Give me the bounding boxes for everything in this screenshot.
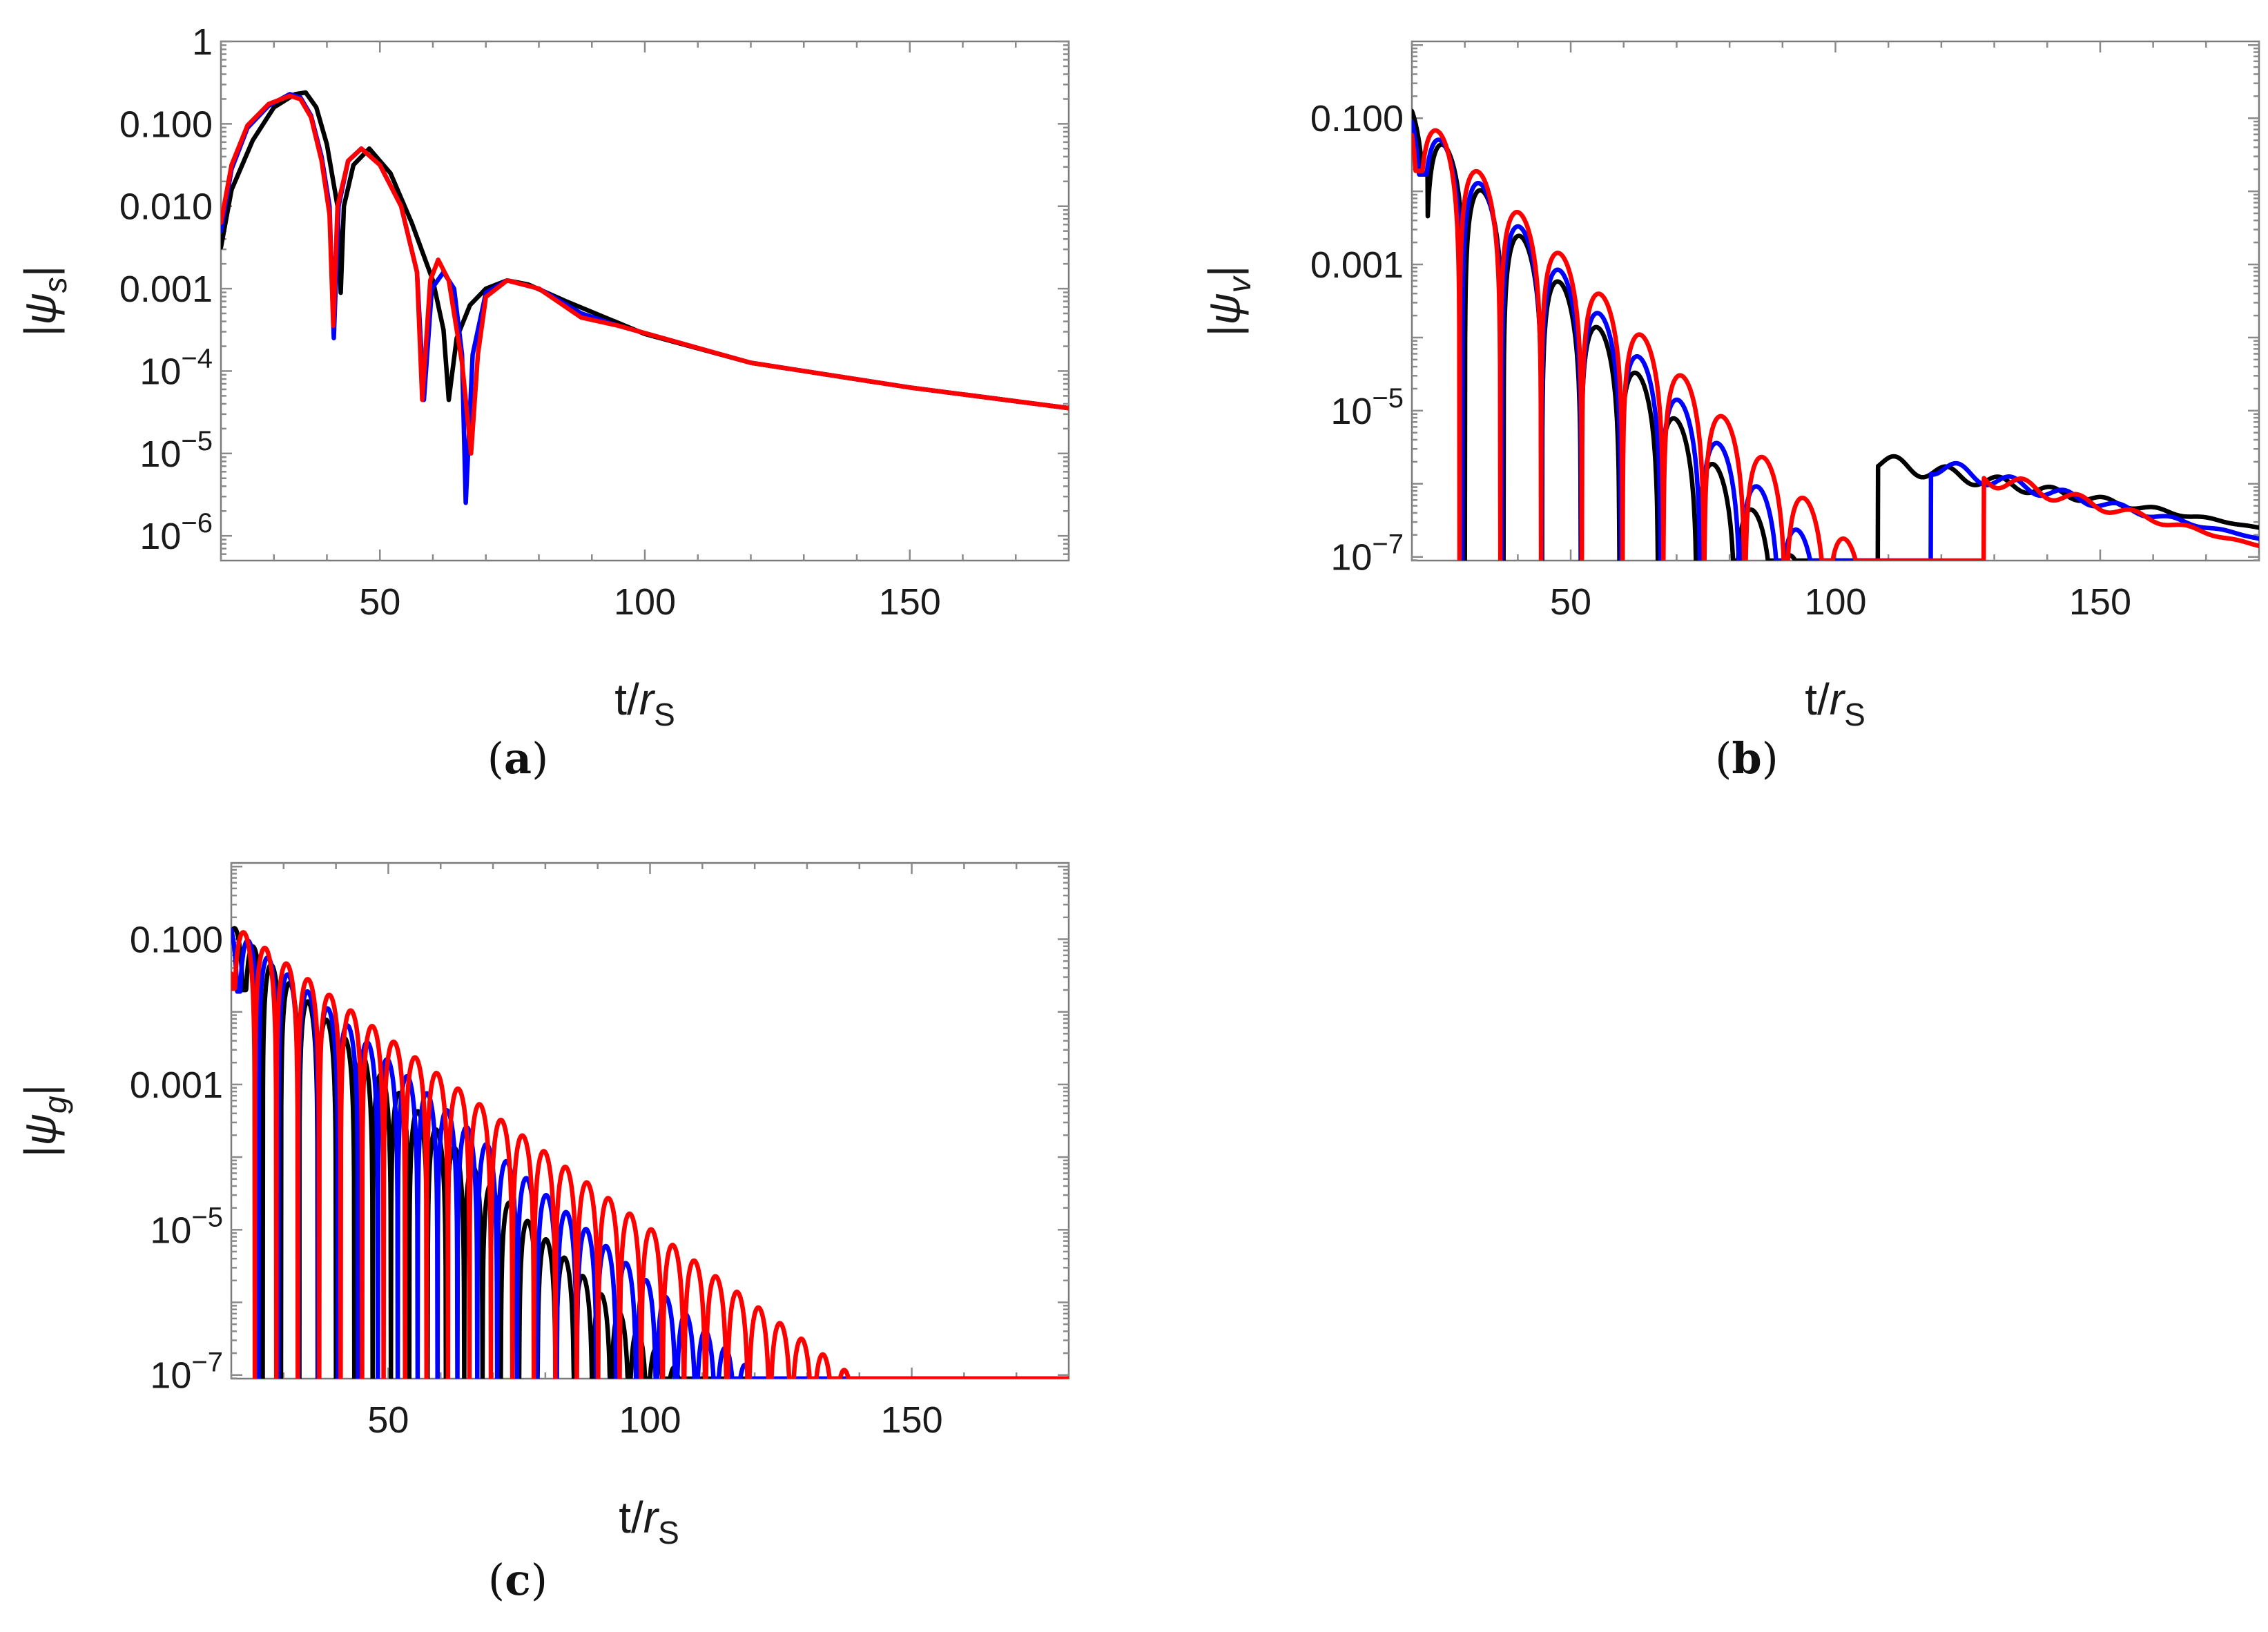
- series-line-red: [1412, 128, 2259, 561]
- y-tick-label: 0.001: [1310, 244, 1404, 286]
- x-tick-label: 100: [619, 1399, 681, 1441]
- x-axis-label: t/rS: [614, 674, 675, 732]
- y-tick-label: 0.010: [119, 186, 213, 228]
- x-tick-label: 100: [614, 581, 676, 623]
- series-line-blue: [231, 927, 1069, 1379]
- series-line-red: [221, 93, 1069, 456]
- x-tick-label: 150: [2069, 581, 2131, 623]
- x-tick-label: 50: [1550, 581, 1591, 623]
- panel-label: (a): [487, 733, 549, 784]
- series-line-blue: [1412, 119, 2259, 561]
- y-tick-label: 10−5: [1330, 383, 1404, 432]
- series-line-blue: [221, 92, 1069, 505]
- y-tick-label: 0.100: [130, 919, 223, 960]
- x-tick-label: 50: [359, 581, 400, 623]
- y-axis-label: |ψv|: [1199, 266, 1257, 337]
- series-line-red: [231, 930, 1069, 1379]
- y-tick-label: 1: [192, 21, 213, 63]
- y-tick-label: 0.100: [1310, 98, 1404, 139]
- series-line-black: [231, 926, 1069, 1379]
- y-tick-label: 10−6: [139, 508, 213, 557]
- y-tick-label: 10−7: [1330, 530, 1404, 579]
- y-tick-label: 10−5: [150, 1202, 223, 1251]
- x-axis-label: t/rS: [619, 1493, 679, 1551]
- panel-b: 50 100 150 0.100 0.001 10−5 10−7 t/rS |ψv| (b): [1199, 40, 2260, 784]
- panel-label: (c): [488, 1555, 547, 1605]
- y-tick-label: 10−7: [150, 1348, 223, 1397]
- y-tick-label: 0.001: [130, 1065, 223, 1106]
- x-axis-label: t/rS: [1805, 674, 1865, 732]
- panel-label: (b): [1715, 733, 1778, 784]
- x-tick-label: 150: [879, 581, 941, 623]
- series-line-black: [221, 90, 1069, 411]
- y-tick-label: 0.001: [119, 269, 213, 310]
- panel-a: 50 100 150 1 0.100 0.010 0.001 10−4 10−5 10−6 t/rS…: [15, 21, 1070, 784]
- plot-frame: [220, 40, 1070, 562]
- x-tick-label: 100: [1804, 581, 1866, 623]
- y-tick-label: 10−4: [139, 343, 213, 392]
- y-axis-label: |ψs|: [15, 266, 73, 337]
- y-tick-label: 10−5: [139, 426, 213, 475]
- panel-c: 50 100 150 0.100 0.001 10−5 10−7 t/rS |ψg| (c): [15, 862, 1070, 1605]
- x-tick-label: 150: [881, 1399, 943, 1441]
- y-tick-label: 0.100: [119, 104, 213, 145]
- x-tick-label: 50: [367, 1399, 409, 1441]
- y-axis-label: |ψg|: [15, 1085, 73, 1157]
